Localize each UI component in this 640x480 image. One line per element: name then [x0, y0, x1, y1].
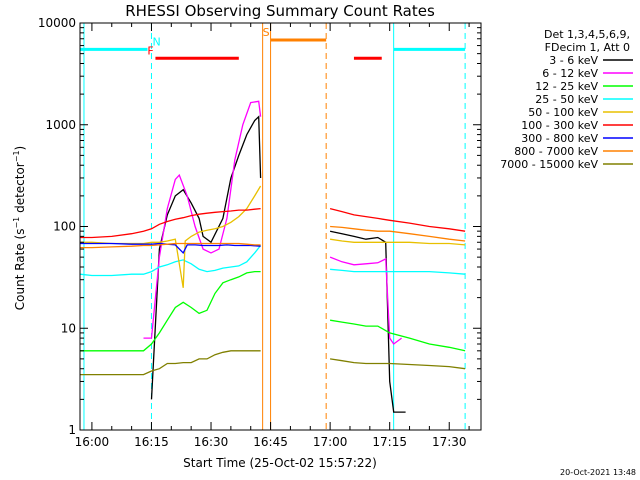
legend-header-line-2: FDecim 1, Att 0 [545, 41, 630, 54]
x-tick-label-2: 16:30 [194, 435, 229, 449]
y-tick-label-3: 1000 [45, 118, 76, 132]
flag-label-f: F [147, 44, 153, 57]
y-axis-ticks: 1 10 100 1000 10000 [38, 16, 481, 437]
legend-label-2: 12 - 25 keV [535, 80, 598, 93]
legend: Det 1,3,4,5,6,9, FDecim 1, Att 0 3 - 6 k… [500, 28, 633, 171]
series-line-0 [150, 115, 406, 413]
chart-title: RHESSI Observing Summary Count Rates [125, 2, 435, 20]
flag-label-s: S [263, 26, 270, 39]
y-tick-label-0: 1 [68, 423, 76, 437]
y-tick-label-4: 10000 [38, 16, 76, 30]
plot-frame [79, 22, 482, 431]
legend-label-6: 300 - 800 keV [521, 132, 598, 145]
plot-area: NF S [79, 22, 482, 431]
y-tick-label-1: 10 [61, 321, 76, 335]
x-tick-label-5: 17:15 [372, 435, 407, 449]
legend-label-3: 25 - 50 keV [535, 93, 598, 106]
x-tick-label-4: 17:00 [313, 435, 348, 449]
series-line-1 [143, 100, 402, 345]
legend-label-4: 50 - 100 keV [528, 106, 598, 119]
x-axis-label: Start Time (25-Oct-02 15:57:22) [183, 456, 377, 470]
x-tick-label-6: 17:30 [432, 435, 467, 449]
series-line-6 [80, 242, 261, 255]
series-line-2 [80, 270, 466, 352]
x-tick-label-3: 16:45 [253, 435, 288, 449]
legend-label-5: 100 - 300 keV [521, 119, 598, 132]
x-tick-label-1: 16:15 [134, 435, 169, 449]
legend-label-0: 3 - 6 keV [549, 54, 598, 67]
series-line-3 [79, 245, 466, 277]
series-line-7 [80, 225, 466, 249]
series-line-5 [80, 207, 466, 239]
x-axis-ticks: 16:00 16:15 16:30 16:45 17:00 17:15 17:30 [75, 23, 470, 449]
series-line-4 [80, 185, 466, 288]
footer-timestamp: 20-Oct-2021 13:48 [560, 468, 636, 477]
series-line-8 [80, 350, 466, 376]
legend-header-line-1: Det 1,3,4,5,6,9, [544, 28, 630, 41]
legend-label-8: 7000 - 15000 keV [500, 158, 598, 171]
legend-label-1: 6 - 12 keV [542, 67, 598, 80]
x-tick-label-0: 16:00 [75, 435, 110, 449]
y-axis-label: Count Rate (s−1 detector−1) [12, 146, 27, 310]
flag-label-n: N [152, 35, 160, 48]
legend-label-7: 800 - 7000 keV [514, 145, 598, 158]
y-tick-label-2: 100 [53, 220, 76, 234]
